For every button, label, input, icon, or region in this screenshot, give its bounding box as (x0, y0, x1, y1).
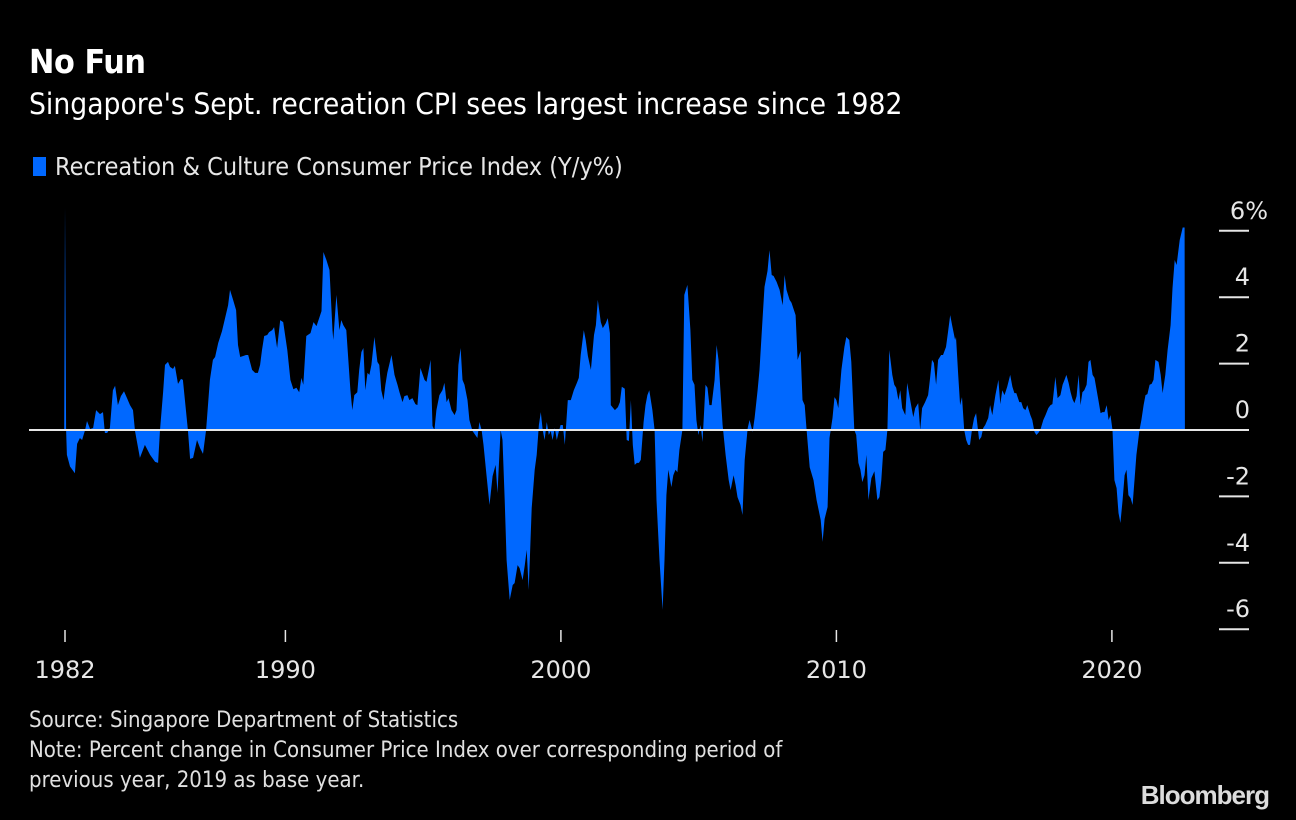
legend: Recreation & Culture Consumer Price Inde… (33, 152, 686, 181)
chart-title: No Fun (29, 42, 146, 81)
y-tick-label: 6% (1230, 197, 1268, 225)
chart-subtitle: Singapore's Sept. recreation CPI sees la… (29, 87, 903, 121)
y-tick-label: -6 (1226, 595, 1250, 623)
x-tick-label: 2020 (1081, 656, 1142, 684)
source-note: Source: Singapore Department of Statisti… (29, 708, 459, 733)
x-tick-label: 2000 (530, 656, 591, 684)
y-tick-label: -4 (1226, 529, 1250, 557)
series-area (64, 207, 1185, 610)
legend-swatch (33, 157, 46, 176)
bloomberg-logo: Bloomberg (1140, 780, 1270, 810)
y-axis: 6% 4 2 0 -2 -4 -6 (1219, 197, 1268, 631)
x-tick-label: 2010 (806, 656, 867, 684)
y-tick-label: -2 (1226, 462, 1250, 490)
x-axis: 1982 1990 2000 2010 2020 (34, 630, 1142, 684)
legend-label: Recreation & Culture Consumer Price Inde… (55, 152, 623, 181)
y-tick-label: 2 (1235, 330, 1250, 358)
footnote-line-2: previous year, 2019 as base year. (29, 768, 365, 793)
x-tick-label: 1982 (34, 656, 95, 684)
x-tick-label: 1990 (255, 656, 316, 684)
y-tick-label: 4 (1235, 263, 1250, 291)
y-tick-label: 0 (1235, 396, 1250, 424)
footnote-line-1: Note: Percent change in Consumer Price I… (29, 738, 783, 763)
